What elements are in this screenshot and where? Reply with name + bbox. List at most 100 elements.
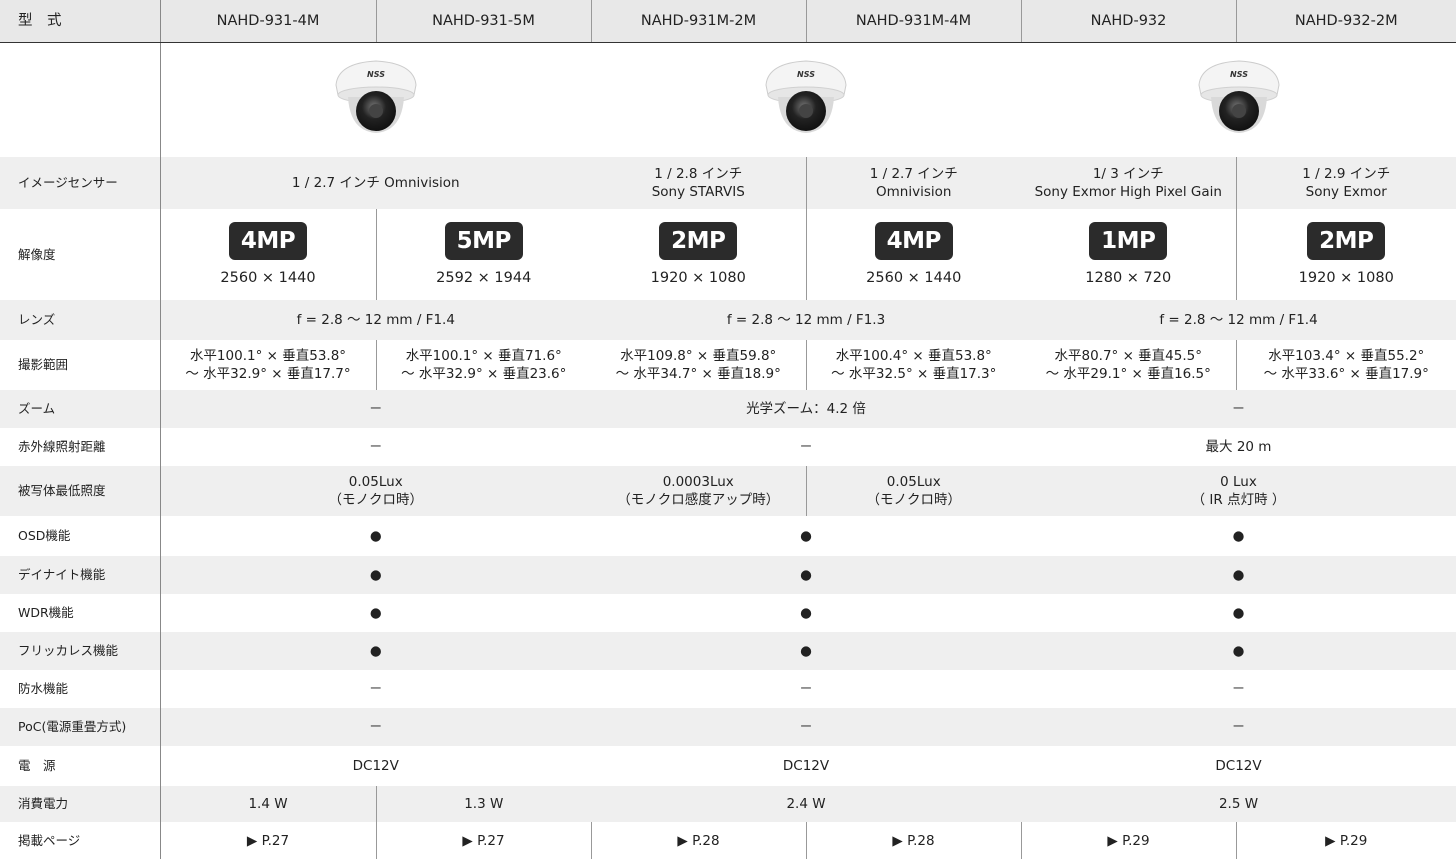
- spec-cell: 光学ズーム：4.2 倍: [591, 390, 1021, 428]
- spec-cell: 水平100.4° × 垂直53.8° ～ 水平32.5° × 垂直17.3°: [805, 340, 1021, 390]
- cell-line: ●: [1232, 605, 1245, 621]
- resolution-badge: 2MP: [1307, 222, 1386, 260]
- cell-line: 水平100.1° × 垂直71.6°: [405, 348, 562, 364]
- table-row: フリッカレス機能 ● ● ●: [0, 632, 1456, 670]
- spec-cell: 4MP 2560 × 1440: [159, 209, 376, 300]
- cell-line: （ IR 点灯時 ）: [1191, 492, 1286, 508]
- model-name: NAHD-931M-4M: [805, 0, 1021, 43]
- cell-line: ～ 水平32.9° × 垂直23.6°: [401, 366, 567, 382]
- spec-cell: ●: [159, 632, 591, 670]
- cell-line: ▶ P.28: [892, 832, 935, 849]
- resolution-badge: 2MP: [659, 222, 738, 260]
- camera-image: NSS: [765, 60, 847, 134]
- spec-cell: －: [591, 670, 1021, 708]
- cell-line: f = 2.8 ～ 12 mm / F1.3: [726, 312, 886, 328]
- cell-line: 水平100.4° × 垂直53.8°: [835, 348, 992, 364]
- row-label: レンズ: [0, 300, 161, 340]
- row-label: 撮影範囲: [0, 340, 161, 390]
- cell-line: －: [1231, 681, 1246, 697]
- row-label: 赤外線照射距離: [0, 428, 161, 466]
- spec-cell: f = 2.8 ～ 12 mm / F1.3: [591, 300, 1021, 340]
- spec-cell: ●: [591, 632, 1021, 670]
- cell-line: －: [799, 719, 813, 735]
- cell-line: Omnivision: [876, 184, 952, 200]
- row-label: イメージセンサー: [0, 157, 161, 209]
- spec-cell: ▶ P.27: [375, 822, 591, 859]
- table-row: 型 式 NAHD-931-4M NAHD-931-5M NAHD-931M-2M NAH…: [0, 0, 1456, 43]
- table-row: OSD機能 ● ● ●: [0, 516, 1456, 556]
- spec-cell: 1 / 2.8 インチ Sony STARVIS: [591, 157, 806, 209]
- cell-line: －: [369, 681, 383, 697]
- spec-cell: －: [159, 390, 591, 428]
- resolution: 1280 × 720: [1085, 270, 1172, 286]
- resolution: 2560 × 1440: [866, 270, 962, 286]
- cell-line: ●: [369, 643, 382, 659]
- spec-cell: 2.4 W: [591, 786, 1021, 822]
- spec-cell: ●: [591, 594, 1021, 632]
- spec-cell: －: [1021, 390, 1456, 428]
- spec-cell: 1 / 2.9 インチ Sony Exmor: [1235, 157, 1456, 209]
- cell-line: ▶ P.29: [1107, 832, 1150, 849]
- cell-line: （モノクロ時）: [328, 492, 424, 508]
- spec-cell: 2MP 1920 × 1080: [1235, 209, 1456, 300]
- table-row: NSS NSS NSS: [0, 42, 1456, 157]
- spec-cell: ●: [1021, 594, 1456, 632]
- camera-cell: NSS: [591, 42, 1021, 157]
- row-label: PoC(電源重畳方式): [0, 708, 161, 746]
- cell-line: 0.0003Lux: [662, 474, 734, 490]
- cell-line: 水平109.8° × 垂直59.8°: [620, 348, 777, 364]
- spec-cell: 2MP 1920 × 1080: [591, 209, 806, 300]
- camera-cell: NSS: [159, 42, 591, 157]
- cell-line: ～ 水平34.7° × 垂直18.9°: [615, 366, 781, 382]
- cell-line: ▶ P.29: [1325, 832, 1368, 849]
- table-row: 解像度 4MP 2560 × 1440 5MP 2592 × 1944 2MP 1920 ×…: [0, 209, 1456, 300]
- spec-cell: －: [159, 670, 591, 708]
- row-label: WDR機能: [0, 594, 161, 632]
- spec-cell: ▶ P.29: [1020, 822, 1236, 859]
- camera-image: NSS: [1197, 60, 1280, 134]
- cell-line: ●: [1232, 567, 1245, 583]
- cell-line: ～ 水平32.9° × 垂直17.7°: [185, 366, 351, 382]
- spec-cell: 1.4 W: [159, 786, 376, 822]
- cell-line: 0.05Lux: [886, 474, 941, 490]
- spec-cell: DC12V: [591, 746, 1021, 786]
- table-row: 防水機能 － － －: [0, 670, 1456, 708]
- table-row: ズーム － 光学ズーム：4.2 倍 －: [0, 390, 1456, 428]
- table-row: 被写体最低照度 0.05Lux （モノクロ時） 0.0003Lux （モノクロ感度アップ…: [0, 466, 1456, 516]
- table-row: PoC(電源重畳方式) － － －: [0, 708, 1456, 746]
- spec-cell: ●: [1021, 632, 1456, 670]
- spec-cell: ▶ P.28: [590, 822, 806, 859]
- model-name: NAHD-931M-2M: [590, 0, 806, 43]
- cell-line: 1 / 2.7 インチ: [869, 166, 958, 182]
- spec-cell: 水平103.4° × 垂直55.2° ～ 水平33.6° × 垂直17.9°: [1235, 340, 1456, 390]
- row-label: 防水機能: [0, 670, 161, 708]
- cell-line: DC12V: [1215, 758, 1262, 774]
- spec-cell: 0.05Lux （モノクロ時）: [805, 466, 1021, 516]
- cell-line: DC12V: [782, 758, 830, 774]
- cell-line: ▶ P.27: [246, 832, 290, 849]
- cell-line: ▶ P.27: [462, 832, 505, 849]
- table-row: WDR機能 ● ● ●: [0, 594, 1456, 632]
- spec-cell: ●: [159, 594, 591, 632]
- spec-cell: －: [1021, 708, 1456, 746]
- row-label: 消費電力: [0, 786, 161, 822]
- spec-cell: 1 / 2.7 インチ Omnivision: [159, 157, 591, 209]
- table-row: 消費電力 1.4 W 1.3 W 2.4 W 2.5 W: [0, 786, 1456, 822]
- resolution: 1920 × 1080: [650, 270, 746, 286]
- row-label: OSD機能: [0, 516, 161, 556]
- resolution: 2592 × 1944: [436, 270, 532, 286]
- cell-line: 最大 20 m: [1205, 439, 1272, 455]
- cell-line: ▶ P.28: [677, 832, 720, 849]
- spec-cell: ▶ P.27: [159, 822, 376, 859]
- table-row: 掲載ページ ▶ P.27 ▶ P.27 ▶ P.28 ▶ P.28 ▶ P.29 ▶ P.2…: [0, 822, 1456, 859]
- cell-line: ●: [800, 567, 812, 583]
- spec-cell: ●: [1021, 556, 1456, 594]
- cell-line: 1.3 W: [464, 796, 504, 812]
- cell-line: ～ 水平29.1° × 垂直16.5°: [1045, 366, 1211, 382]
- row-label: 電 源: [0, 746, 161, 786]
- row-label: 解像度: [0, 209, 161, 300]
- cell-line: －: [369, 719, 383, 735]
- table-row: イメージセンサー 1 / 2.7 インチ Omnivision 1 / 2.8 イン…: [0, 157, 1456, 209]
